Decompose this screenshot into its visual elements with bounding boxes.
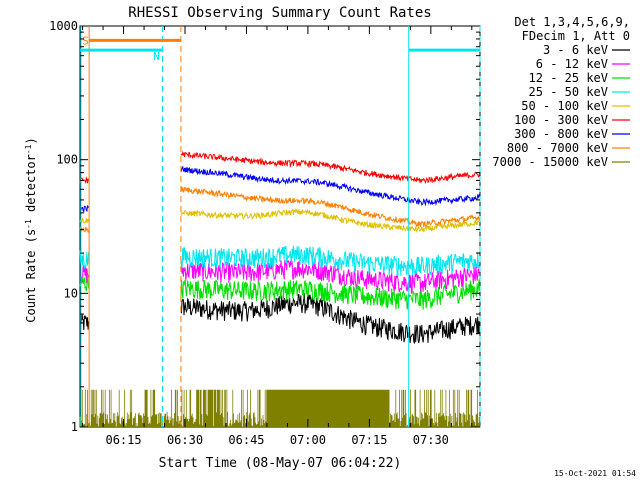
series-line <box>79 217 90 224</box>
series-line <box>180 245 481 277</box>
series-line <box>180 165 481 207</box>
legend-label: 12 - 25 keV <box>529 71 608 85</box>
y-tick-label: 1000 <box>49 19 78 33</box>
series-line <box>79 205 90 213</box>
footer-timestamp: 15-Oct-2021 01:54 <box>554 469 636 478</box>
series-line <box>180 186 480 227</box>
y-label-part1: Count Rate (s <box>24 229 38 323</box>
legend-header: Det 1,3,4,5,6,9, <box>514 15 630 29</box>
series-2 <box>79 275 481 310</box>
legend-label: 3 - 6 keV <box>543 43 608 57</box>
series-line <box>180 207 480 234</box>
y-label-sup1: -1 <box>24 219 33 229</box>
series-spikes <box>79 389 481 427</box>
series-line <box>79 250 90 270</box>
legend-label: 25 - 50 keV <box>529 85 608 99</box>
y-tick-label: 100 <box>56 153 78 167</box>
series-line <box>180 292 481 345</box>
series-line <box>79 226 90 234</box>
x-ticks: 06:15 06:30 06:45 07:00 07:15 07:30 <box>82 26 473 447</box>
series-line <box>180 279 481 310</box>
y-axis-label: Count Rate (s-1 detector-1) <box>24 137 39 322</box>
y-label-sup2: -1 <box>24 144 33 154</box>
y-label-part3: ) <box>24 137 38 144</box>
series-0 <box>79 292 481 345</box>
legend-label: 50 - 100 keV <box>521 99 608 113</box>
series-8 <box>79 389 481 427</box>
legend-header: FDecim 1, Att 0 <box>522 29 630 43</box>
series-7 <box>79 186 480 234</box>
series-line <box>180 150 481 184</box>
x-tick-label: 06:45 <box>228 433 264 447</box>
series-5 <box>79 150 481 185</box>
flag-markers: SN <box>80 26 481 427</box>
legend-label: 300 - 800 keV <box>514 127 608 141</box>
legend: Det 1,3,4,5,6,9,FDecim 1, Att 03 - 6 keV… <box>492 15 630 169</box>
series-3 <box>79 245 481 277</box>
y-ticks: 1 10 100 1000 <box>49 19 480 434</box>
plot-frame <box>79 25 481 428</box>
y-tick-label: 1 <box>71 420 78 434</box>
flag-label-s: S <box>82 34 89 47</box>
series-line <box>180 259 480 295</box>
x-axis-label: Start Time (08-May-07 06:04:22) <box>159 456 402 471</box>
x-tick-label: 06:30 <box>167 433 203 447</box>
series-line <box>79 176 90 185</box>
flag-label-n: N <box>153 50 160 63</box>
x-tick-label: 07:30 <box>413 433 449 447</box>
legend-label: 100 - 300 keV <box>514 113 608 127</box>
x-tick-label: 07:15 <box>351 433 387 447</box>
y-tick-label: 10 <box>64 286 78 300</box>
chart-title: RHESSI Observing Summary Count Rates <box>128 5 431 21</box>
series-line <box>79 313 90 331</box>
legend-label: 7000 - 15000 keV <box>492 155 608 169</box>
legend-label: 800 - 7000 keV <box>507 141 608 155</box>
series-line <box>79 275 90 292</box>
svg-text:Count Rate (s-1 detector-1): Count Rate (s-1 detector-1) <box>24 137 39 322</box>
plot-area: SN <box>79 25 481 428</box>
x-tick-label: 06:15 <box>105 433 141 447</box>
series-6 <box>79 165 481 213</box>
legend-label: 6 - 12 keV <box>536 57 608 71</box>
y-label-part2: detector <box>24 154 38 219</box>
series-4 <box>79 207 480 234</box>
x-tick-label: 07:00 <box>290 433 326 447</box>
